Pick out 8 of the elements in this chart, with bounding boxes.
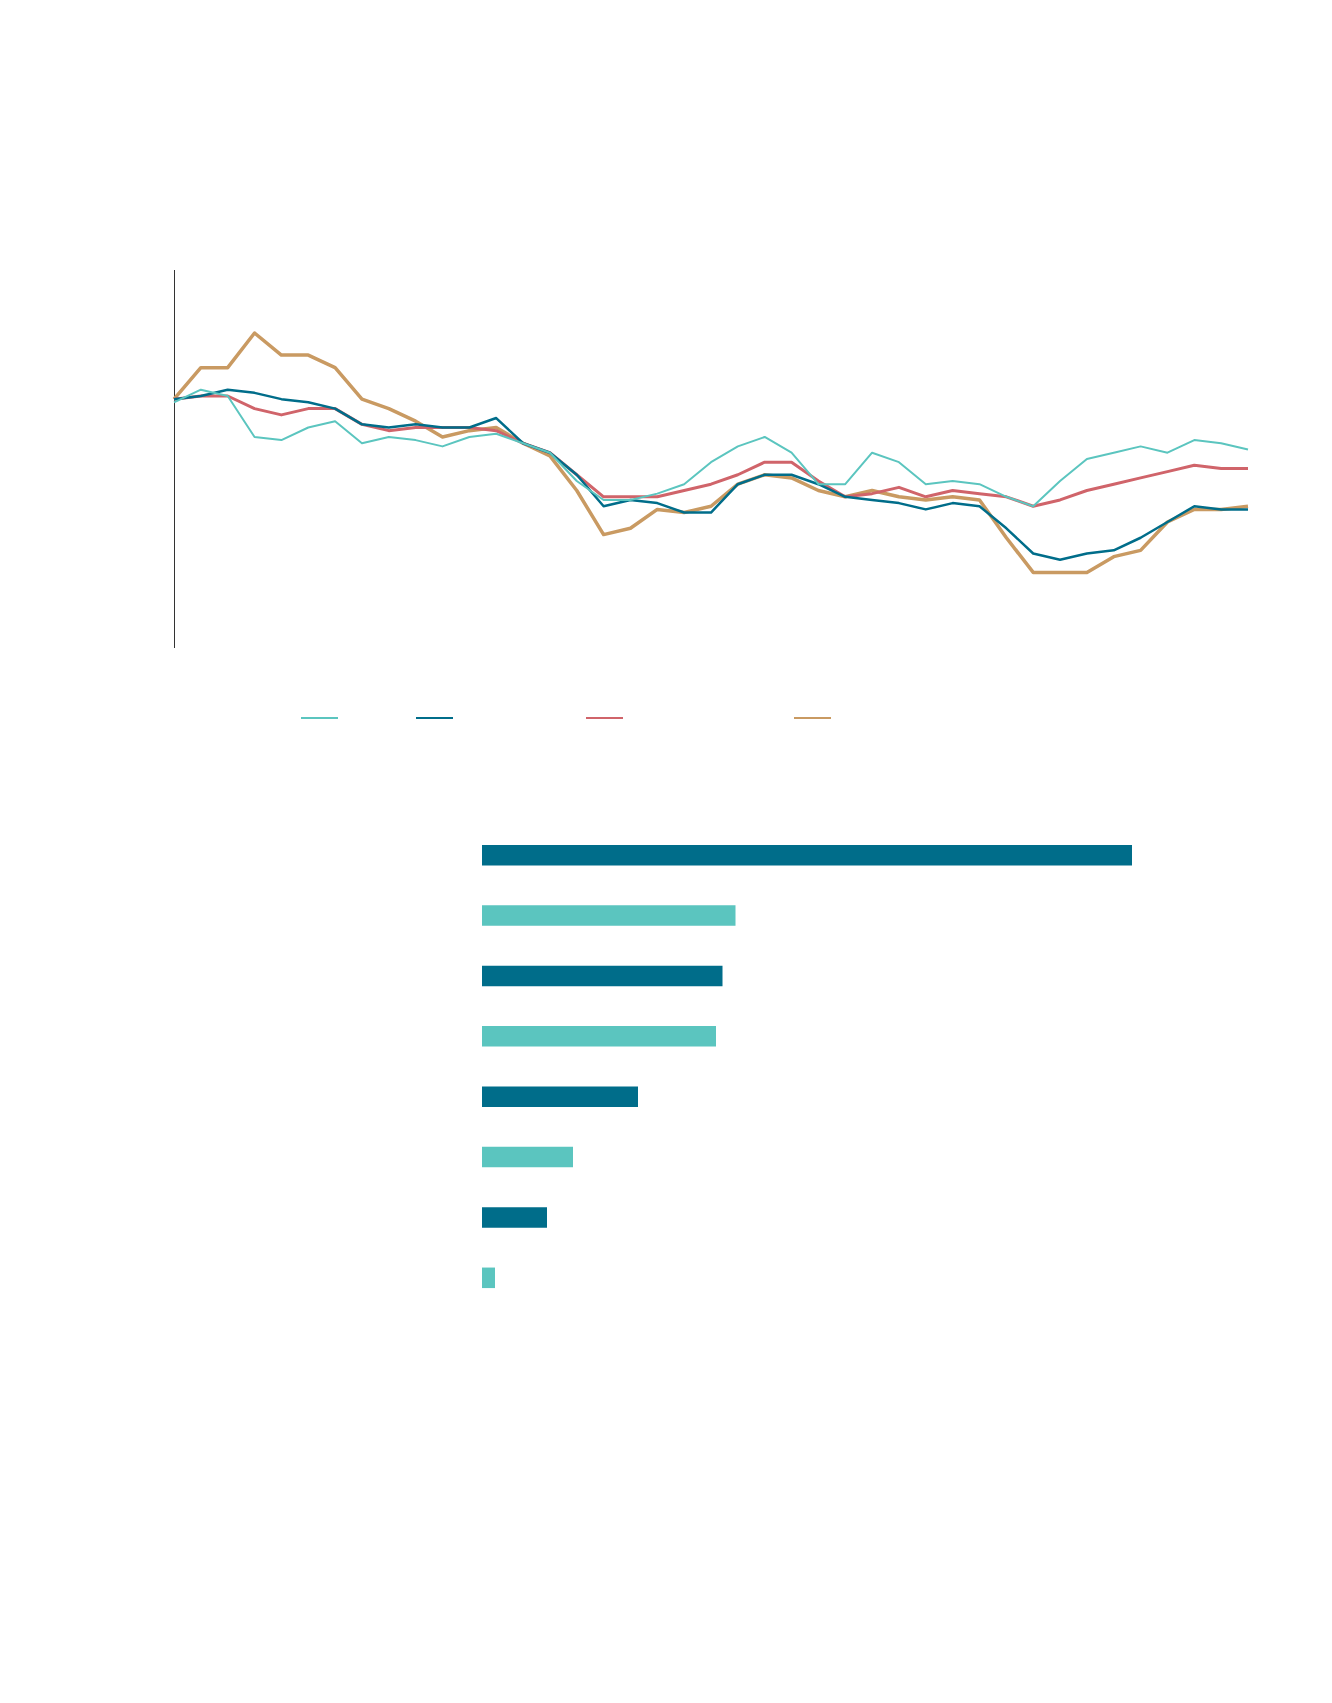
bar xyxy=(482,965,723,987)
bar xyxy=(482,1086,638,1107)
bar xyxy=(482,1026,716,1047)
bar xyxy=(482,1267,495,1289)
bar xyxy=(482,844,1132,866)
bar xyxy=(482,1146,573,1168)
bar xyxy=(482,1207,547,1228)
bar xyxy=(482,905,736,926)
